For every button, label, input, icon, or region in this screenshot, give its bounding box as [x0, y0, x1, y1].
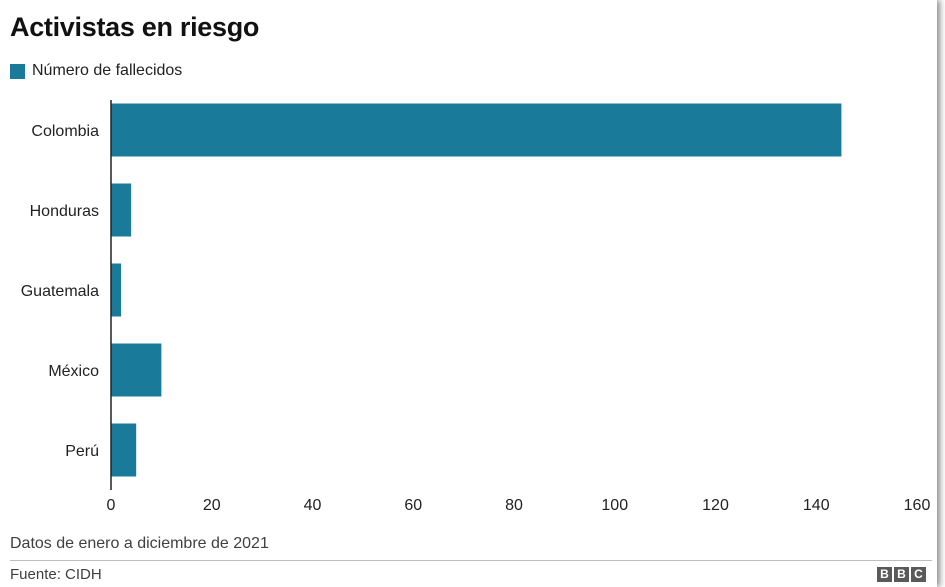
category-label: Colombia [31, 123, 99, 140]
legend-label: Número de fallecidos [32, 62, 183, 79]
source-note: Fuente: CIDH [10, 566, 102, 583]
bar [111, 343, 162, 397]
category-label: Honduras [30, 203, 99, 220]
bar-chart: Colombia Honduras Guatemala México Perú 0 20 40… [21, 100, 931, 514]
category-label: Guatemala [21, 283, 99, 300]
bbc-logo-block: B [877, 567, 892, 582]
footer-divider [10, 560, 932, 561]
x-tick-label: 100 [601, 497, 628, 514]
x-tick-label: 120 [702, 497, 729, 514]
bar [111, 183, 132, 237]
x-tick-label: 160 [904, 497, 931, 514]
x-tick-label: 0 [107, 497, 116, 514]
category-label: México [48, 363, 99, 380]
bar [111, 263, 122, 317]
x-tick-label: 80 [505, 497, 523, 514]
legend-swatch [10, 63, 25, 79]
footnote: Datos de enero a diciembre de 2021 [10, 535, 269, 552]
bbc-logo-block: B [894, 567, 909, 582]
x-tick-label: 140 [803, 497, 830, 514]
category-label: Perú [65, 443, 99, 460]
x-tick-label: 20 [203, 497, 221, 514]
bar [111, 423, 137, 477]
x-tick-label: 40 [304, 497, 322, 514]
bbc-logo-block: C [911, 567, 926, 582]
bbc-logo: B B C [877, 567, 926, 582]
x-tick-label: 60 [404, 497, 422, 514]
bar [111, 103, 842, 157]
legend: Número de fallecidos [10, 62, 182, 80]
chart-title: Activistas en riesgo [10, 12, 260, 42]
